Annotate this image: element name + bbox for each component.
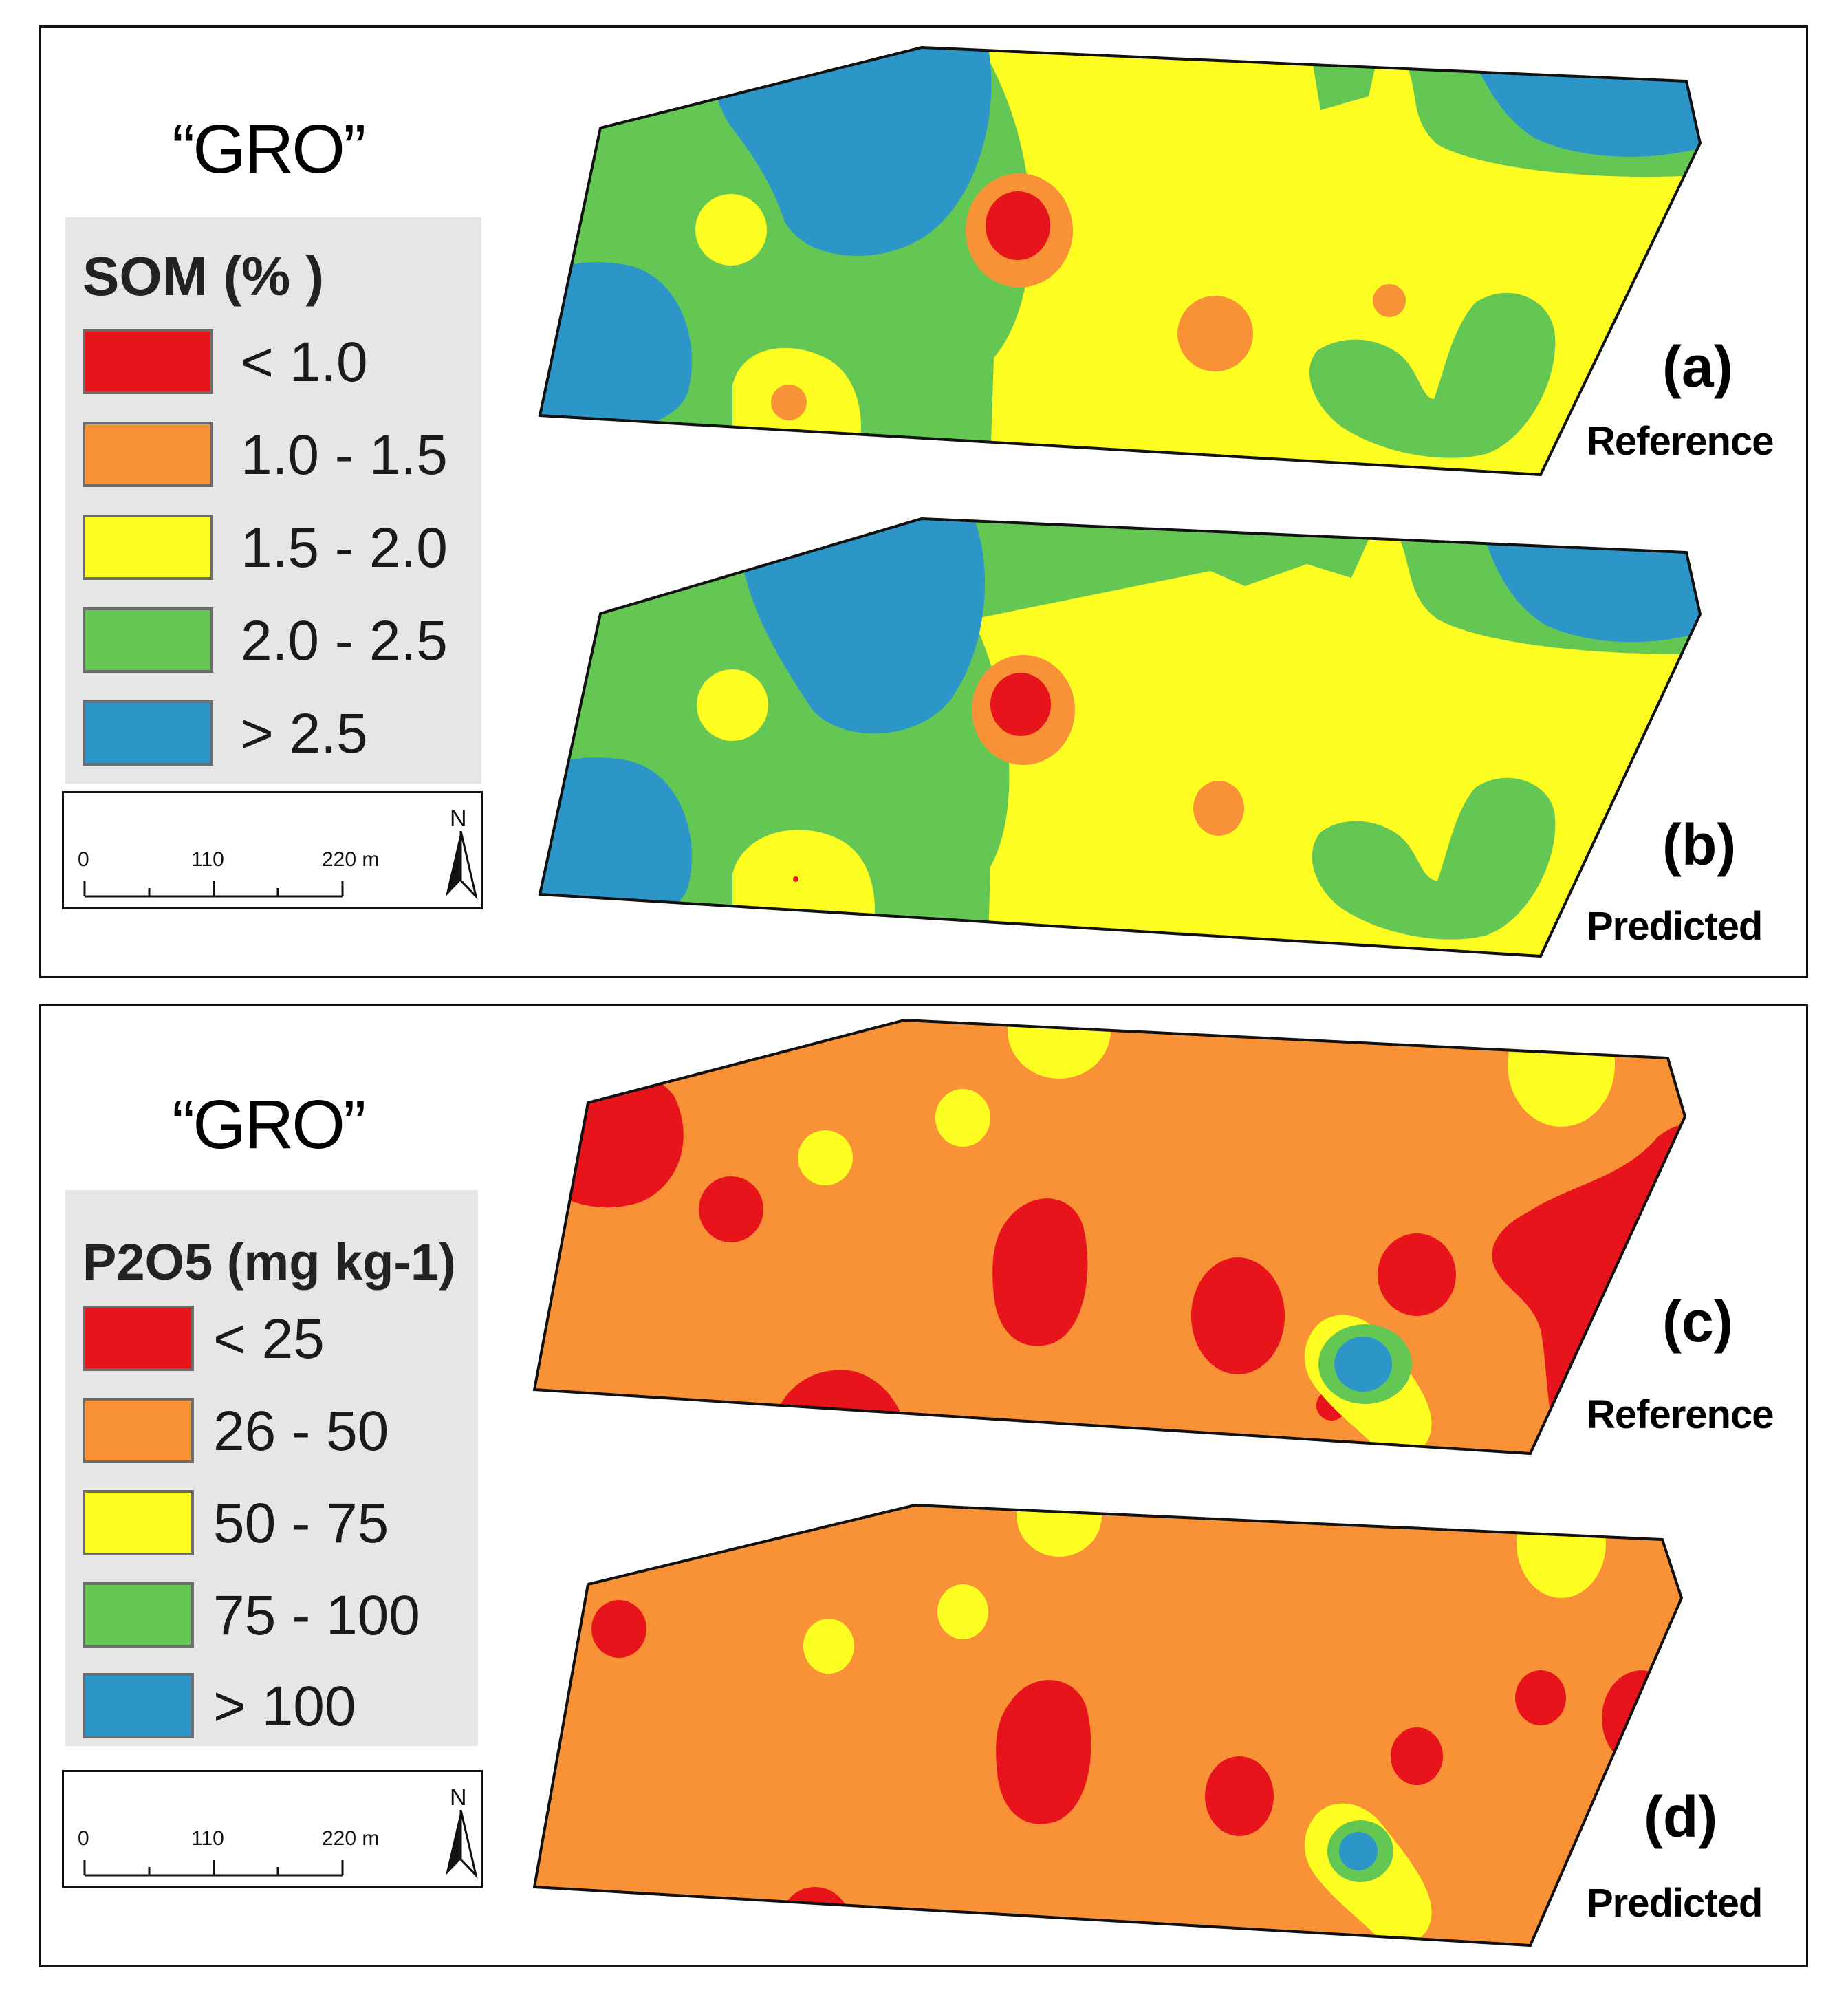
north-arrow-icon	[446, 1810, 478, 1879]
scale-bar-graphic	[83, 881, 344, 898]
legend-swatch	[83, 1490, 194, 1555]
scale-tick-label: 220 m	[322, 1827, 380, 1850]
scale-bar: 0 110 220 m N	[62, 791, 483, 909]
scale-bar: 0 110 220 m N	[62, 1770, 483, 1888]
map-caption: Predicted	[1587, 1881, 1763, 1925]
scale-tick-label: 220 m	[322, 848, 380, 871]
p2o5-predicted-map	[534, 1505, 1682, 1945]
legend-label: < 25	[213, 1308, 325, 1370]
legend-label: 1.0 - 1.5	[241, 424, 448, 486]
p2o5-legend: P2O5 (mg kg-1) < 25 26 - 50 50 - 75 75 -…	[65, 1190, 478, 1746]
som-reference-map	[540, 47, 1700, 475]
map-letter: (a)	[1662, 334, 1733, 399]
legend-label: 2.0 - 2.5	[241, 609, 448, 672]
site-title: “GRO”	[172, 111, 366, 188]
legend-swatch	[83, 422, 213, 487]
map-letter: (b)	[1662, 812, 1737, 877]
legend-swatch	[83, 329, 213, 394]
legend-swatch	[83, 1306, 194, 1371]
legend-swatch	[83, 700, 213, 766]
map-letter: (c)	[1662, 1289, 1733, 1354]
legend-label: 1.5 - 2.0	[241, 517, 448, 579]
p2o5-figure-panel: “GRO” P2O5 (mg kg-1) < 25 26 - 50 50 - 7…	[39, 1004, 1808, 1967]
legend-swatch	[83, 607, 213, 673]
map-caption: Predicted	[1587, 904, 1763, 949]
legend-label: 26 - 50	[213, 1400, 389, 1462]
legend-label: < 1.0	[241, 331, 368, 393]
legend-swatch	[83, 1673, 194, 1738]
map-caption: Reference	[1587, 1392, 1774, 1437]
scale-tick-label: 110	[191, 1827, 224, 1850]
som-legend: SOM (% ) < 1.0 1.0 - 1.5 1.5 - 2.0 2.0 -…	[65, 217, 481, 784]
north-arrow-icon	[446, 831, 478, 900]
legend-title: P2O5 (mg kg-1)	[83, 1233, 456, 1291]
legend-label: 50 - 75	[213, 1492, 389, 1555]
legend-swatch	[83, 1398, 194, 1463]
legend-label: > 2.5	[241, 702, 368, 765]
scale-tick-label: 0	[78, 1827, 89, 1850]
scale-bar-graphic	[83, 1860, 344, 1877]
map-letter: (d)	[1644, 1784, 1718, 1849]
north-label: N	[450, 1784, 467, 1811]
som-predicted-map	[540, 519, 1700, 956]
site-title: “GRO”	[172, 1086, 366, 1163]
legend-label: > 100	[213, 1675, 356, 1738]
p2o5-reference-map	[534, 1020, 1685, 1454]
scale-tick-label: 0	[78, 848, 89, 871]
legend-title: SOM (% )	[83, 246, 325, 307]
legend-swatch	[83, 515, 213, 580]
legend-swatch	[83, 1582, 194, 1648]
som-maps	[538, 45, 1702, 958]
scale-tick-label: 110	[191, 848, 224, 871]
map-caption: Reference	[1587, 419, 1774, 464]
north-label: N	[450, 806, 467, 832]
p2o5-maps	[532, 1018, 1687, 1947]
som-figure-panel: “GRO” SOM (% ) < 1.0 1.0 - 1.5 1.5 - 2.0…	[39, 25, 1808, 978]
legend-label: 75 - 100	[213, 1584, 420, 1647]
